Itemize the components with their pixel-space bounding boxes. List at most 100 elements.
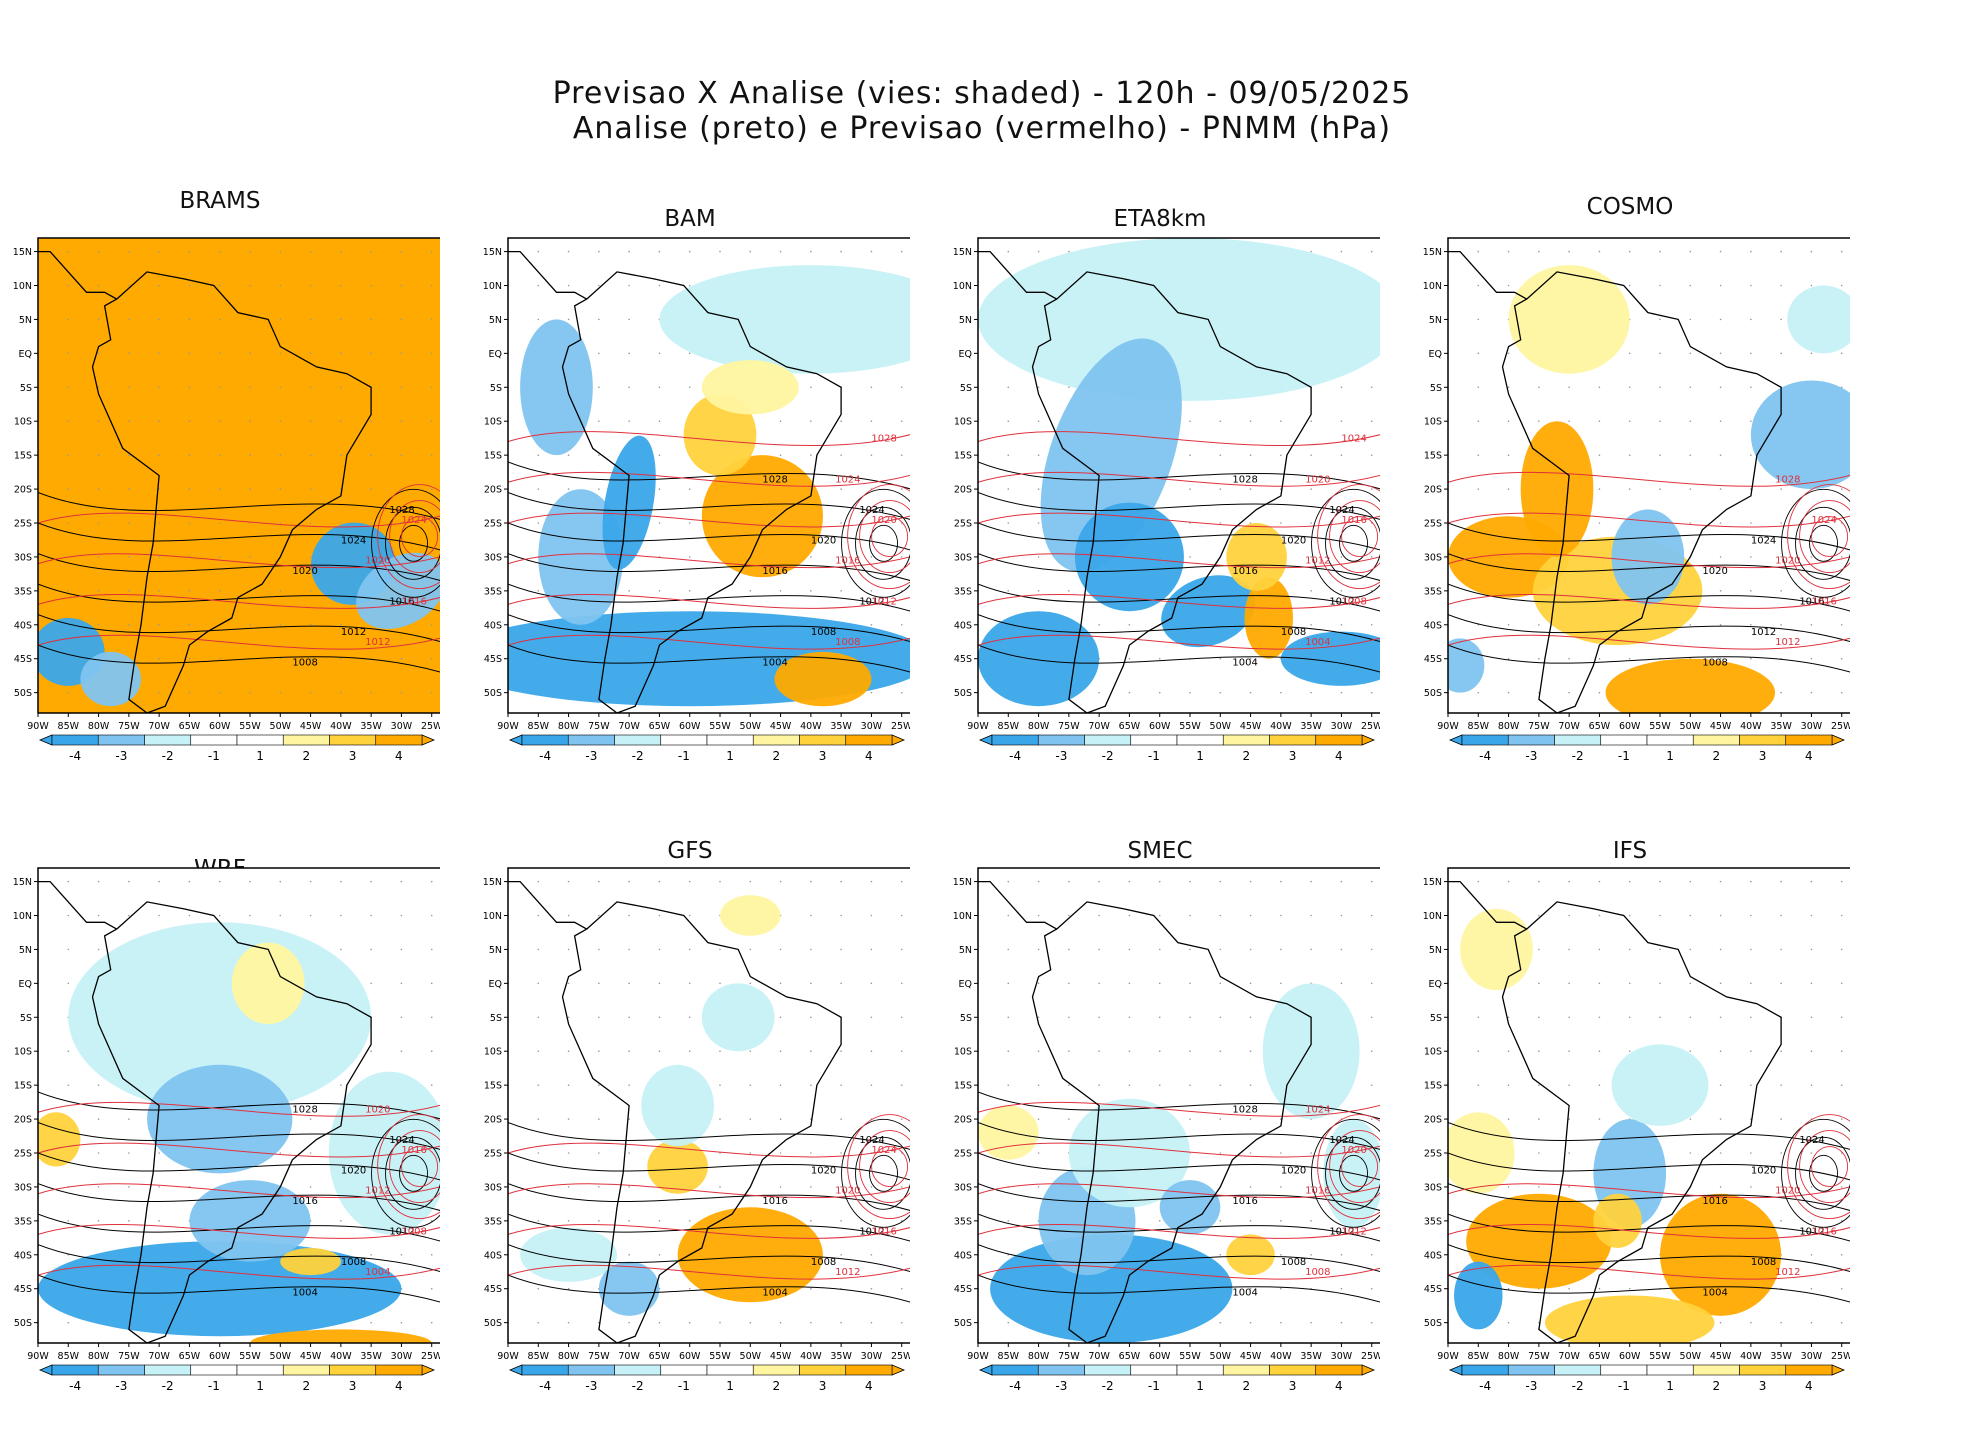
colorbar-segment xyxy=(752,1364,800,1376)
lat-tick-label: 40S xyxy=(14,620,32,631)
colorbar-segment xyxy=(1130,734,1178,746)
colorbar-label: 4 xyxy=(1335,1379,1343,1393)
analysis-isobar xyxy=(978,1152,1380,1181)
colorbar-segment xyxy=(614,1364,662,1376)
colorbar-label: 1 xyxy=(726,1379,734,1393)
colorbar-segment xyxy=(1037,1364,1085,1376)
analysis-isobar xyxy=(1448,1244,1850,1273)
lon-tick-label: 35W xyxy=(360,721,382,732)
analysis-contour-label: 1004 xyxy=(762,658,787,669)
forecast-isobar xyxy=(978,512,1380,528)
forecast-isobar xyxy=(38,1264,440,1280)
lat-tick-label: 5S xyxy=(490,1013,502,1024)
analysis-isobar xyxy=(385,1136,440,1210)
colorbar-label: -2 xyxy=(632,749,644,763)
colorbar-label: 1 xyxy=(256,1379,264,1393)
panel-title: IFS xyxy=(1612,838,1648,864)
analysis-contour-label: 1004 xyxy=(292,1288,317,1299)
analysis-isobar xyxy=(1311,1118,1380,1228)
forecast-contour-label: 1020 xyxy=(871,515,896,526)
panel-title: ETA8km xyxy=(1113,206,1207,232)
forecast-contour-label: 1008 xyxy=(1341,596,1366,607)
colorbar-arrow-right xyxy=(1831,734,1846,746)
lon-tick-label: 45W xyxy=(770,721,792,732)
lon-tick-label: 80W xyxy=(1028,1351,1050,1362)
colorbar-segment xyxy=(1461,1364,1509,1376)
colorbar-label: 2 xyxy=(1243,749,1251,763)
south-america-coastline xyxy=(91,901,372,1343)
analysis-isobar xyxy=(978,644,1380,673)
lon-tick-label: 55W xyxy=(1179,1351,1201,1362)
forecast-contour-label: 1020 xyxy=(835,1186,860,1197)
lat-tick-label: 25S xyxy=(1424,519,1442,530)
colorbar-segment xyxy=(1084,1364,1132,1376)
lon-tick-label: 60W xyxy=(1619,1351,1641,1362)
lon-tick-label: 25W xyxy=(1831,1351,1850,1362)
lat-tick-label: 35S xyxy=(1424,586,1442,597)
forecast-contour-label: 1020 xyxy=(1341,1145,1366,1156)
lon-tick-label: 75W xyxy=(118,1351,140,1362)
forecast-isobar xyxy=(978,1101,1380,1117)
forecast-isobar xyxy=(1811,516,1849,558)
south-america-coastline xyxy=(1031,901,1312,1343)
forecast-contour-label: 1024 xyxy=(1305,1104,1330,1115)
forecast-contour-label: 1012 xyxy=(835,1267,860,1278)
lon-tick-label: 50W xyxy=(1210,1351,1232,1362)
analysis-isobar xyxy=(508,1244,910,1273)
forecast-contour-label: 1012 xyxy=(1775,637,1800,648)
panel-brams: BRAMS 1008 1012 1016 1020 1024 1028 1012 1016 10… xyxy=(0,170,440,770)
analysis-contour-label: 1004 xyxy=(762,1288,787,1299)
forecast-contour-label: 1008 xyxy=(835,637,860,648)
forecast-contour-label: 1012 xyxy=(1775,1267,1800,1278)
colorbar-segment xyxy=(1785,734,1833,746)
lat-tick-label: 15N xyxy=(483,877,502,888)
colorbar-label: 3 xyxy=(349,1379,357,1393)
bias-region xyxy=(602,435,656,570)
bias-region xyxy=(1660,1193,1782,1316)
forecast-isobar xyxy=(1787,484,1850,590)
lat-tick-label: 5N xyxy=(489,315,502,326)
lon-tick-label: 70W xyxy=(1088,721,1110,732)
colorbar-label: 4 xyxy=(395,1379,403,1393)
lat-tick-label: 10S xyxy=(484,1047,502,1058)
forecast-contour-label: 1012 xyxy=(871,596,896,607)
colorbar-segment xyxy=(1600,734,1648,746)
forecast-contour-label: 1020 xyxy=(1305,474,1330,485)
colorbar-segment xyxy=(144,1364,192,1376)
lon-tick-label: 50W xyxy=(1680,1351,1702,1362)
forecast-isobar xyxy=(38,634,440,650)
lon-tick-label: 40W xyxy=(330,1351,352,1362)
colorbar-segment xyxy=(1507,734,1555,746)
colorbar-segment xyxy=(799,734,847,746)
bias-region xyxy=(701,983,775,1052)
lon-tick-label: 90W xyxy=(1437,1351,1459,1362)
panel-bam: BAM 1004 1008 1012 1016 1020 1024 1028 1008 1012… xyxy=(470,170,910,770)
analysis-isobar xyxy=(1325,1136,1380,1210)
forecast-isobar xyxy=(38,1101,440,1117)
forecast-isobar xyxy=(978,1142,1380,1158)
lat-tick-label: 15N xyxy=(1423,247,1442,258)
forecast-isobar xyxy=(1448,634,1850,650)
colorbar-label: -3 xyxy=(1055,1379,1067,1393)
lat-tick-label: 20S xyxy=(484,485,502,496)
lon-tick-label: 70W xyxy=(618,721,640,732)
forecast-isobar xyxy=(859,500,910,574)
lat-tick-label: 5N xyxy=(489,945,502,956)
forecast-contour-label: 1008 xyxy=(401,1226,426,1237)
forecast-isobar xyxy=(508,1224,910,1239)
lon-tick-label: 30W xyxy=(1331,721,1353,732)
bias-region xyxy=(1262,983,1360,1120)
colorbar-segment xyxy=(1692,1364,1740,1376)
bias-region xyxy=(990,1234,1233,1343)
colorbar-label: -1 xyxy=(1618,749,1630,763)
lon-tick-label: 35W xyxy=(1300,1351,1322,1362)
bias-region xyxy=(1280,631,1380,686)
forecast-isobar xyxy=(38,594,440,609)
bias-background xyxy=(38,238,440,713)
forecast-isobar xyxy=(847,484,910,590)
analysis-contour-label: 1016 xyxy=(762,566,787,577)
forecast-isobar xyxy=(508,1264,910,1280)
forecast-isobar xyxy=(1317,1114,1380,1220)
colorbar-label: 1 xyxy=(1196,1379,1204,1393)
analysis-contour-label: 1008 xyxy=(1751,1257,1776,1268)
